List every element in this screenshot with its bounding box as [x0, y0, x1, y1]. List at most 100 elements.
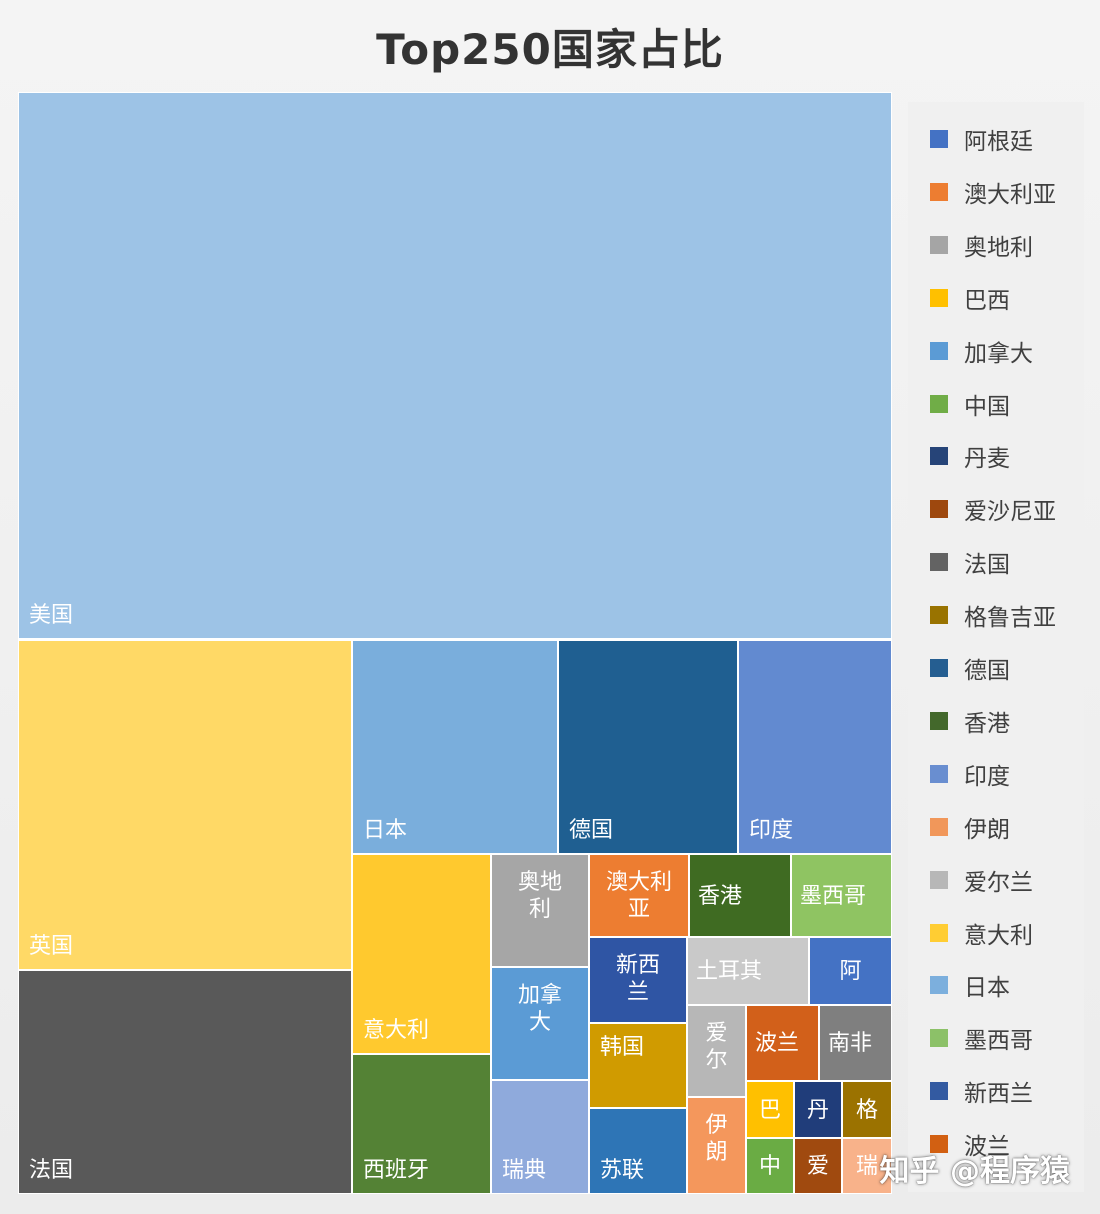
treemap-tile: 南非 — [819, 1005, 892, 1081]
treemap-tile-label: 爱 尔 — [705, 1021, 728, 1073]
treemap-tile: 爱 尔 — [687, 1005, 746, 1097]
treemap-tile: 韩国 — [589, 1023, 687, 1108]
legend-item: 加拿大 — [930, 336, 1033, 367]
legend-item: 格鲁吉亚 — [930, 600, 1056, 632]
legend-label: 格鲁吉亚 — [964, 605, 1056, 632]
treemap-tile: 瑞典 — [491, 1080, 589, 1194]
treemap-tile-label: 奥地 利 — [517, 870, 562, 922]
legend-label: 中国 — [964, 393, 1010, 420]
treemap-tile: 美国 — [18, 92, 892, 639]
treemap-tile-label: 加拿 大 — [517, 983, 562, 1035]
treemap-tile-label: 爱 — [806, 1154, 829, 1179]
legend-label: 丹麦 — [964, 446, 1010, 473]
legend-item: 澳大利亚 — [930, 177, 1056, 208]
legend-label: 伊朗 — [964, 816, 1010, 843]
legend-item: 法国 — [930, 547, 1010, 579]
legend-label: 阿根廷 — [964, 129, 1033, 155]
legend-label: 爱尔兰 — [964, 869, 1033, 896]
treemap-tile-label: 土耳其 — [696, 959, 763, 984]
legend-swatch — [930, 447, 948, 466]
treemap-tile: 意大利 — [352, 854, 491, 1054]
treemap-tile-label: 韩国 — [600, 1035, 645, 1060]
treemap-tile: 阿 — [809, 937, 892, 1005]
watermark: 知乎 @程序猿 — [879, 1154, 1070, 1189]
treemap-tile-label: 巴 — [758, 1097, 781, 1123]
treemap-tile-label: 瑞典 — [502, 1158, 547, 1183]
treemap-tile: 德国 — [558, 640, 738, 854]
treemap-tile: 伊 朗 — [687, 1097, 746, 1194]
legend-item: 波兰 — [930, 1129, 1010, 1161]
legend-swatch — [930, 923, 948, 942]
legend-item: 新西兰 — [930, 1076, 1033, 1108]
treemap-tile: 印度 — [738, 640, 892, 854]
legend-item: 中国 — [930, 389, 1010, 420]
treemap-tile-label: 丹 — [806, 1097, 829, 1123]
treemap-tile-label: 瑞 — [855, 1154, 878, 1179]
treemap-tile-label: 德国 — [569, 818, 614, 843]
treemap-tile: 中 — [746, 1138, 794, 1194]
legend-item: 印度 — [930, 759, 1010, 790]
legend-swatch — [930, 500, 948, 519]
legend-item: 伊朗 — [930, 812, 1010, 843]
legend-label: 波兰 — [964, 1134, 1010, 1161]
legend-swatch — [930, 817, 948, 836]
legend-label: 巴西 — [964, 287, 1010, 314]
legend-item: 爱尔兰 — [930, 865, 1033, 896]
legend-swatch — [930, 1135, 948, 1154]
treemap-tile: 法国 — [18, 970, 352, 1194]
treemap-tile: 加拿 大 — [491, 967, 589, 1080]
legend-swatch — [930, 288, 948, 307]
treemap-tile: 丹 — [794, 1081, 842, 1138]
legend-item: 墨西哥 — [930, 1023, 1033, 1055]
legend-label: 日本 — [964, 975, 1010, 1002]
legend-swatch — [930, 130, 948, 148]
legend-label: 墨西哥 — [964, 1028, 1033, 1055]
treemap-tile-label: 苏联 — [600, 1158, 645, 1183]
treemap-tile-label: 墨西哥 — [800, 883, 867, 909]
legend-swatch — [930, 659, 948, 677]
treemap-tile-label: 西班牙 — [363, 1158, 430, 1183]
treemap-tile-label: 伊 朗 — [705, 1113, 728, 1165]
legend-item: 香港 — [930, 706, 1010, 737]
legend-label: 新西兰 — [964, 1081, 1033, 1108]
legend-item: 爱沙尼亚 — [930, 494, 1056, 526]
legend-item: 丹麦 — [930, 441, 1010, 473]
treemap-tile-label: 阿 — [839, 959, 862, 984]
legend-label: 法国 — [964, 552, 1010, 579]
treemap-tile-label: 南非 — [828, 1031, 873, 1056]
legend-item: 阿根廷 — [930, 124, 1033, 155]
treemap-tile: 英国 — [18, 640, 352, 970]
treemap-tile: 西班牙 — [352, 1054, 491, 1194]
legend-swatch — [930, 976, 948, 995]
legend-item: 奥地利 — [930, 230, 1033, 261]
legend-swatch — [930, 764, 948, 783]
legend-swatch — [930, 235, 948, 254]
legend-item: 意大利 — [930, 918, 1033, 949]
legend-label: 澳大利亚 — [964, 181, 1056, 208]
chart-title: Top250国家占比 — [376, 25, 724, 74]
legend-label: 加拿大 — [964, 340, 1033, 367]
treemap-tile-label: 新西 兰 — [615, 953, 660, 1005]
treemap-tile-label: 英国 — [29, 934, 74, 959]
treemap-tile-label: 意大利 — [363, 1018, 430, 1043]
legend-item: 巴西 — [930, 283, 1010, 314]
legend-label: 奥地利 — [964, 234, 1033, 261]
treemap-tile: 瑞 — [842, 1138, 892, 1194]
legend-swatch — [930, 182, 948, 201]
legend-label: 意大利 — [964, 922, 1033, 949]
treemap-tile: 爱 — [794, 1138, 842, 1194]
treemap-tile-label: 香港 — [698, 883, 743, 909]
legend-label: 爱沙尼亚 — [964, 499, 1056, 526]
legend-item: 日本 — [930, 970, 1010, 1002]
treemap-tile: 澳大利 亚 — [589, 854, 689, 937]
treemap-tile-label: 美国 — [29, 603, 74, 628]
treemap-tile: 波兰 — [746, 1005, 819, 1081]
treemap-tile: 巴 — [746, 1081, 794, 1138]
treemap-tile: 新西 兰 — [589, 937, 687, 1023]
treemap-tile: 奥地 利 — [491, 854, 589, 967]
treemap-tile-label: 格 — [855, 1097, 878, 1123]
treemap-tile: 苏联 — [589, 1108, 687, 1194]
legend-swatch — [930, 1082, 948, 1101]
treemap-tile-label: 波兰 — [755, 1031, 800, 1056]
treemap-plot-area: 美国 英国 法国 日本 德国 印度 意大利 西班牙 奥地 利加拿 大瑞典 澳大利 亚新西 兰韩国苏… — [18, 92, 892, 1194]
